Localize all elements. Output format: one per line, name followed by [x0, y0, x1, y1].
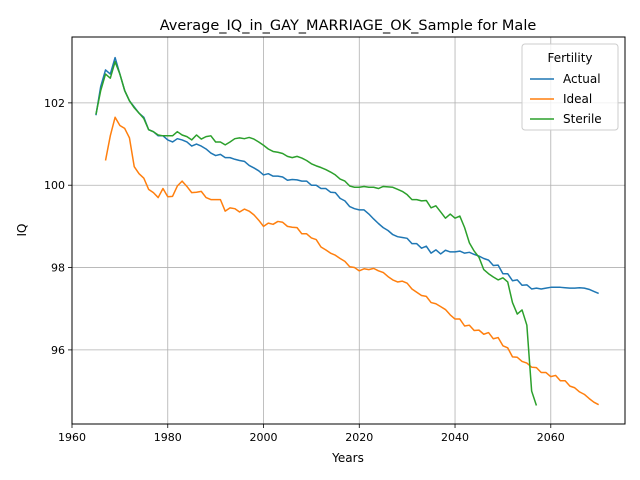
x-tick-label: 2020	[345, 431, 373, 444]
legend-label-actual: Actual	[563, 72, 601, 86]
y-tick-label: 98	[51, 262, 65, 275]
series-line-actual	[95, 56, 599, 295]
y-tick-label: 96	[51, 344, 65, 357]
plot-frame	[71, 36, 626, 425]
series-lines	[95, 56, 600, 406]
y-axis-label: IQ	[15, 224, 29, 237]
legend-items: Actual Ideal Sterile	[530, 72, 602, 126]
legend-label-ideal: Ideal	[563, 92, 592, 106]
x-tick-label: 2060	[537, 431, 565, 444]
y-tick-label: 102	[44, 97, 65, 110]
x-tick-label: 1980	[154, 431, 182, 444]
legend-box	[521, 43, 619, 131]
x-tick-label: 2040	[441, 431, 469, 444]
x-axis-label: Years	[331, 451, 364, 465]
chart-title: Average_IQ_in_GAY_MARRIAGE_OK_Sample for…	[160, 18, 537, 34]
legend: Fertility Actual Ideal Sterile	[521, 43, 619, 131]
x-tick-label: 2000	[250, 431, 278, 444]
series-line-sterile	[95, 60, 538, 406]
x-tick-label: 1960	[58, 431, 86, 444]
legend-title: Fertility	[547, 51, 592, 65]
axis-ticks: 1960 1980 2000 2020 2040 2060 96 98 100 102	[44, 97, 565, 444]
y-tick-label: 100	[44, 179, 65, 192]
legend-label-sterile: Sterile	[563, 112, 602, 126]
series-line-ideal	[104, 116, 600, 406]
